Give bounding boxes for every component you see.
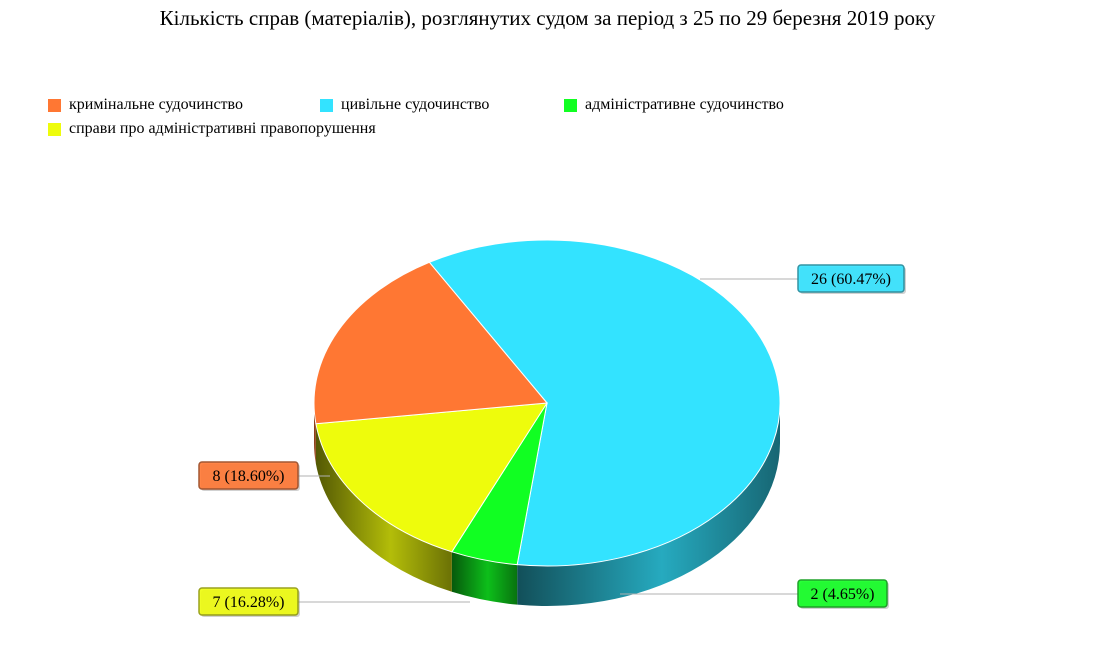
pie-sides bbox=[314, 403, 780, 606]
legend-label-administrative: адміністративне судочинство bbox=[585, 96, 784, 113]
data-label-text-criminal: 8 (18.60%) bbox=[213, 468, 285, 485]
pie-slice-admin-offenses[interactable] bbox=[315, 402, 548, 553]
data-label-admin-offenses: 7 (16.28%) bbox=[198, 587, 300, 617]
legend-swatch-administrative bbox=[564, 98, 577, 112]
pie-side-civil bbox=[517, 403, 780, 606]
data-label-text-administrative: 2 (4.65%) bbox=[811, 586, 875, 603]
legend-item-admin-offenses[interactable]: справи про адміністративні правопорушенн… bbox=[48, 120, 376, 138]
data-label-text-admin-offenses: 7 (16.28%) bbox=[213, 594, 285, 611]
data-label-civil: 26 (60.47%) bbox=[797, 264, 906, 294]
data-label-text-civil: 26 (60.47%) bbox=[811, 271, 891, 288]
legend-item-civil[interactable]: цивільне судочинство bbox=[320, 96, 489, 114]
legend-label-civil: цивільне судочинство bbox=[341, 96, 490, 113]
chart-title: Кількість справ (матеріалів), розглянути… bbox=[159, 6, 936, 30]
legend-label-criminal: кримінальне судочинство bbox=[69, 96, 243, 113]
data-label-criminal: 8 (18.60%) bbox=[198, 461, 300, 491]
pie-data-labels: 8 (18.60%) 26 (60.47%) 2 (4.65%) 7 (16.28%) bbox=[198, 264, 906, 617]
data-label-administrative: 2 (4.65%) bbox=[797, 579, 889, 609]
pie-tops bbox=[313, 239, 781, 567]
pie-slice-criminal[interactable] bbox=[313, 261, 548, 425]
pie-slice-civil[interactable] bbox=[428, 239, 781, 567]
pie-side-administrative bbox=[451, 551, 518, 605]
pie-side-admin-offenses bbox=[315, 423, 452, 592]
legend-swatch-criminal bbox=[48, 98, 61, 112]
pie-leader-lines bbox=[298, 278, 798, 603]
legend-label-admin-offenses: справи про адміністративні правопорушенн… bbox=[69, 120, 376, 137]
legend-item-administrative[interactable]: адміністративне судочинство bbox=[564, 96, 784, 114]
legend-swatch-admin-offenses bbox=[48, 122, 61, 136]
pie-side-criminal bbox=[314, 403, 316, 464]
legend-swatch-civil bbox=[320, 98, 333, 112]
legend-item-criminal[interactable]: кримінальне судочинство bbox=[48, 96, 243, 114]
